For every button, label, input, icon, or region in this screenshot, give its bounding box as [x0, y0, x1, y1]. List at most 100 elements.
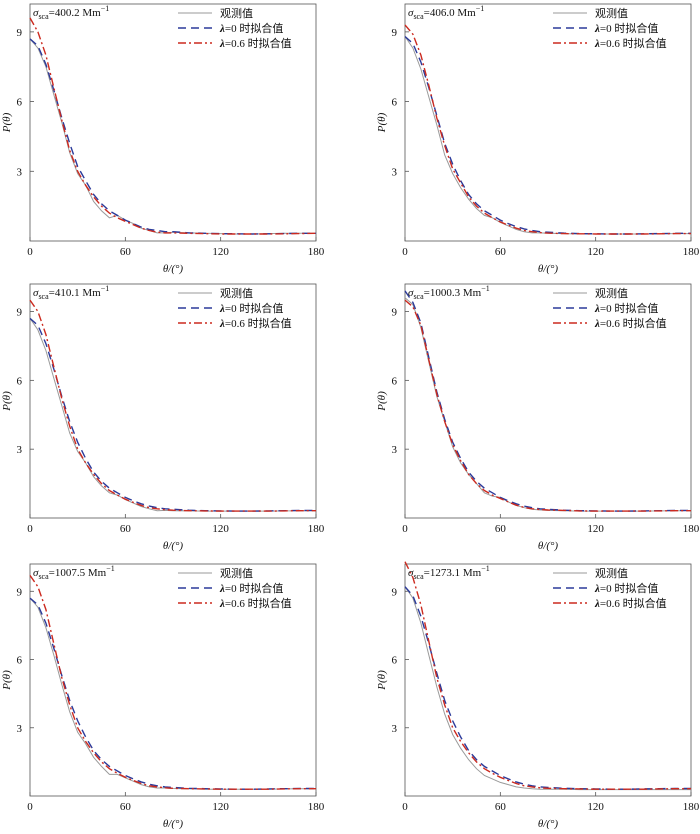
legend-label-1: 观测值 [220, 567, 253, 580]
series-line-1 [29, 318, 317, 512]
chart-panel-4: 0 60 120 180 3 6 9 θ/(°) P(θ) σsca=1000.3 Mm−1 观测值… [376, 283, 700, 552]
x-tick-label: 120 [212, 801, 229, 813]
legend-label-3: λ=0.6 时拟合值 [594, 36, 667, 50]
y-tick-label: 3 [392, 166, 398, 178]
x-axis-title: θ/(°) [538, 540, 559, 552]
plot-frame [404, 563, 692, 797]
scattering-coefficient-label: σsca=1000.3 Mm−1 [408, 284, 490, 301]
series-line-1 [404, 36, 691, 235]
legend-label-1: 观测值 [220, 287, 253, 300]
series-line-2 [29, 317, 316, 512]
legend-label-3: λ=0.6 时拟合值 [219, 596, 292, 610]
x-tick-label: 0 [402, 246, 408, 258]
chart-panel-6: 0 60 120 180 3 6 9 θ/(°) P(θ) σsca=1273.1 Mm−1 观测值… [376, 561, 700, 830]
x-tick-label: 60 [120, 246, 132, 258]
x-tick-label: 0 [402, 523, 408, 535]
y-axis-title: P(θ) [376, 112, 388, 133]
plot-frame [29, 3, 317, 242]
series-line-3 [404, 24, 691, 235]
series-line-3 [404, 561, 691, 790]
series-line-1 [29, 597, 316, 790]
y-tick-label: 3 [17, 723, 23, 735]
scattering-coefficient-label: σsca=410.1 Mm−1 [33, 284, 109, 301]
x-tick-label: 0 [402, 801, 408, 813]
x-axis-title: θ/(°) [163, 540, 184, 552]
y-axis-title: P(θ) [1, 670, 13, 691]
legend-label-2: λ=0 时拟合值 [594, 21, 658, 35]
x-tick-label: 180 [308, 523, 325, 535]
x-tick-label: 180 [683, 246, 700, 258]
plot-frame [404, 3, 692, 242]
legend-label-3: λ=0.6 时拟合值 [594, 596, 667, 610]
series-line-2 [29, 38, 316, 235]
x-tick-label: 60 [120, 801, 132, 813]
x-tick-label: 180 [308, 246, 325, 258]
x-axis-title: θ/(°) [163, 263, 184, 275]
x-tick-label: 120 [587, 246, 604, 258]
y-tick-label: 6 [392, 97, 398, 109]
y-axis-title: P(θ) [376, 670, 388, 691]
series-line-1 [29, 38, 316, 235]
scattering-coefficient-label: σsca=1273.1 Mm−1 [408, 564, 490, 581]
x-tick-label: 0 [27, 523, 33, 535]
series-line-3 [404, 299, 691, 512]
y-axis-title: P(θ) [376, 391, 388, 412]
x-tick-label: 180 [308, 801, 325, 813]
series-line-3 [29, 299, 316, 512]
x-tick-label: 180 [683, 801, 700, 813]
y-tick-label: 3 [392, 444, 398, 456]
x-tick-label: 60 [495, 523, 507, 535]
x-axis-title: θ/(°) [538, 263, 559, 275]
y-tick-label: 3 [17, 166, 23, 178]
y-tick-label: 9 [392, 307, 398, 319]
x-tick-label: 0 [27, 246, 33, 258]
legend-label-1: 观测值 [595, 287, 628, 300]
legend-label-3: λ=0.6 时拟合值 [219, 36, 292, 50]
y-tick-label: 6 [17, 655, 23, 667]
series-line-2 [404, 586, 691, 790]
y-axis-title: P(θ) [1, 391, 13, 412]
legend-label-2: λ=0 时拟合值 [219, 581, 283, 595]
y-tick-label: 9 [17, 27, 23, 39]
legend-label-3: λ=0.6 时拟合值 [594, 316, 667, 330]
plot-frame [404, 283, 692, 519]
y-tick-label: 3 [17, 444, 23, 456]
x-axis-title: θ/(°) [538, 818, 559, 829]
chart-panel-5: 0 60 120 180 3 6 9 θ/(°) P(θ) σsca=1007.5 Mm−1 观测值… [1, 563, 325, 830]
x-tick-label: 60 [495, 246, 507, 258]
y-tick-label: 9 [392, 27, 398, 39]
x-tick-label: 180 [683, 523, 700, 535]
legend-label-2: λ=0 时拟合值 [594, 301, 658, 315]
scattering-coefficient-label: σsca=406.0 Mm−1 [408, 4, 484, 21]
scattering-coefficient-label: σsca=1007.5 Mm−1 [33, 564, 115, 581]
y-tick-label: 6 [392, 655, 398, 667]
x-axis-title: θ/(°) [163, 818, 184, 829]
series-line-2 [29, 597, 316, 790]
legend-label-2: λ=0 时拟合值 [219, 301, 283, 315]
y-axis-title: P(θ) [1, 112, 13, 133]
x-tick-label: 60 [120, 523, 132, 535]
y-tick-label: 6 [392, 375, 398, 387]
y-tick-label: 6 [17, 375, 23, 387]
legend-label-2: λ=0 时拟合值 [594, 581, 658, 595]
plot-frame [29, 563, 317, 797]
x-tick-label: 120 [587, 801, 604, 813]
series-line-3 [29, 574, 316, 790]
x-tick-label: 0 [27, 801, 33, 813]
x-tick-label: 120 [212, 523, 229, 535]
legend-label-1: 观测值 [595, 7, 628, 20]
y-tick-label: 9 [17, 586, 23, 598]
series-line-3 [29, 17, 317, 235]
x-tick-label: 120 [587, 523, 604, 535]
y-tick-label: 9 [392, 586, 398, 598]
